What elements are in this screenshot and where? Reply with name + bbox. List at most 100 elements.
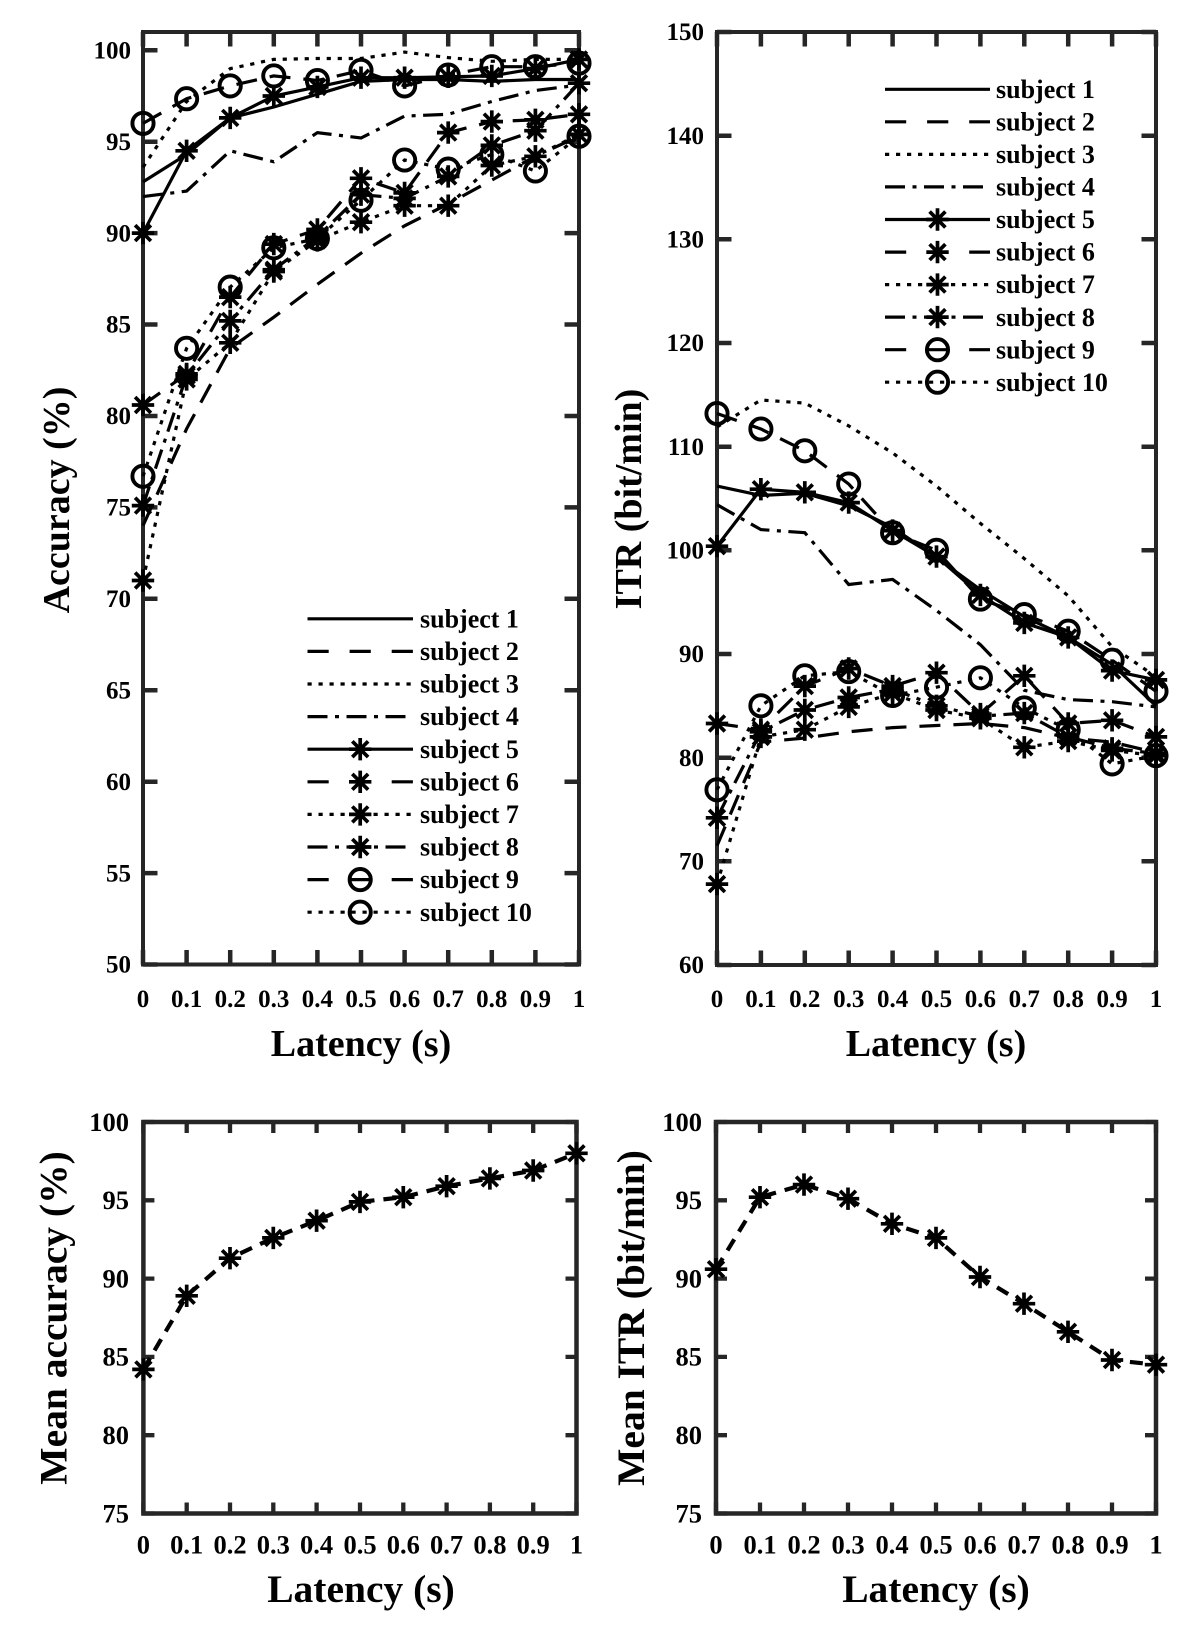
svg-text:subject 3: subject 3	[996, 140, 1095, 169]
svg-text:140: 140	[667, 123, 705, 150]
svg-text:0: 0	[137, 1530, 150, 1560]
svg-text:80: 80	[106, 403, 131, 430]
svg-text:0.6: 0.6	[387, 1530, 420, 1560]
svg-text:0.8: 0.8	[1051, 1530, 1084, 1560]
svg-text:0.6: 0.6	[963, 1530, 996, 1560]
svg-text:0.5: 0.5	[919, 1530, 952, 1560]
svg-text:80: 80	[676, 1420, 703, 1450]
svg-text:0.6: 0.6	[965, 986, 996, 1013]
svg-text:85: 85	[106, 312, 131, 339]
svg-text:0.4: 0.4	[300, 1530, 333, 1560]
svg-text:0.7: 0.7	[430, 1530, 463, 1560]
svg-text:95: 95	[103, 1185, 130, 1215]
svg-text:0.9: 0.9	[1095, 1530, 1128, 1560]
svg-text:0.1: 0.1	[170, 1530, 203, 1560]
svg-text:subject 2: subject 2	[420, 637, 519, 666]
svg-text:0.7: 0.7	[433, 986, 464, 1013]
svg-text:60: 60	[106, 769, 131, 796]
svg-text:0.3: 0.3	[258, 986, 289, 1013]
svg-text:0.8: 0.8	[473, 1530, 506, 1560]
svg-text:Latency (s): Latency (s)	[267, 1567, 455, 1611]
svg-text:0.6: 0.6	[389, 986, 420, 1013]
svg-text:70: 70	[679, 849, 704, 876]
svg-text:95: 95	[106, 129, 131, 156]
svg-text:130: 130	[667, 227, 705, 254]
svg-text:subject 10: subject 10	[996, 368, 1108, 397]
svg-text:90: 90	[679, 641, 704, 668]
svg-text:100: 100	[662, 1107, 702, 1137]
svg-text:subject 4: subject 4	[996, 173, 1095, 202]
svg-text:100: 100	[94, 38, 132, 65]
svg-text:100: 100	[667, 538, 705, 565]
svg-text:subject 10: subject 10	[420, 898, 532, 927]
svg-text:0.7: 0.7	[1009, 986, 1040, 1013]
svg-text:75: 75	[103, 1498, 130, 1528]
svg-text:0.2: 0.2	[213, 1530, 246, 1560]
svg-text:100: 100	[89, 1107, 129, 1137]
svg-text:Latency (s): Latency (s)	[846, 1023, 1026, 1065]
svg-text:120: 120	[667, 330, 705, 357]
svg-text:85: 85	[676, 1342, 703, 1372]
svg-text:1: 1	[1150, 986, 1163, 1013]
svg-text:75: 75	[106, 495, 131, 522]
svg-text:0.1: 0.1	[171, 986, 202, 1013]
svg-text:0.3: 0.3	[831, 1530, 864, 1560]
svg-text:0.5: 0.5	[921, 986, 952, 1013]
svg-text:subject 7: subject 7	[420, 800, 519, 829]
svg-text:0: 0	[137, 986, 150, 1013]
svg-text:Accuracy (%): Accuracy (%)	[36, 387, 78, 614]
svg-text:subject 6: subject 6	[996, 238, 1095, 267]
svg-text:subject 9: subject 9	[420, 865, 519, 894]
svg-text:80: 80	[679, 745, 704, 772]
svg-text:1: 1	[573, 986, 586, 1013]
svg-text:subject 8: subject 8	[420, 833, 519, 862]
svg-text:95: 95	[676, 1185, 703, 1215]
svg-text:75: 75	[676, 1498, 703, 1528]
svg-text:subject 7: subject 7	[996, 270, 1095, 299]
svg-text:Mean accuracy (%): Mean accuracy (%)	[32, 1151, 76, 1484]
svg-text:subject 1: subject 1	[996, 75, 1095, 104]
svg-text:subject 5: subject 5	[996, 205, 1095, 234]
svg-text:0: 0	[709, 1530, 722, 1560]
svg-text:0.2: 0.2	[789, 986, 820, 1013]
svg-text:1: 1	[570, 1530, 583, 1560]
svg-text:110: 110	[668, 434, 704, 461]
svg-text:150: 150	[667, 19, 705, 46]
svg-text:0.1: 0.1	[743, 1530, 776, 1560]
svg-text:subject 3: subject 3	[420, 670, 519, 699]
svg-text:0.9: 0.9	[517, 1530, 550, 1560]
svg-text:90: 90	[106, 220, 131, 247]
svg-text:subject 2: subject 2	[996, 107, 1095, 136]
svg-text:0.3: 0.3	[257, 1530, 290, 1560]
svg-text:0.4: 0.4	[302, 986, 334, 1013]
svg-text:55: 55	[106, 860, 131, 887]
svg-text:80: 80	[103, 1420, 130, 1450]
svg-text:65: 65	[106, 677, 131, 704]
svg-text:0.9: 0.9	[520, 986, 551, 1013]
svg-text:90: 90	[676, 1263, 703, 1293]
svg-text:0.4: 0.4	[875, 1530, 908, 1560]
svg-text:0.1: 0.1	[745, 986, 776, 1013]
svg-text:ITR (bit/min): ITR (bit/min)	[608, 389, 650, 610]
svg-text:0.5: 0.5	[343, 1530, 376, 1560]
svg-text:0.7: 0.7	[1007, 1530, 1040, 1560]
svg-text:85: 85	[103, 1342, 130, 1372]
svg-text:Latency (s): Latency (s)	[842, 1567, 1030, 1611]
svg-text:Mean ITR (bit/min): Mean ITR (bit/min)	[609, 1150, 653, 1486]
svg-text:0.4: 0.4	[877, 986, 909, 1013]
svg-text:subject 9: subject 9	[996, 335, 1095, 364]
svg-text:0.8: 0.8	[476, 986, 507, 1013]
svg-text:0.2: 0.2	[787, 1530, 820, 1560]
svg-text:Latency (s): Latency (s)	[271, 1023, 451, 1065]
svg-text:subject 1: subject 1	[420, 604, 519, 633]
svg-text:50: 50	[106, 952, 131, 979]
svg-text:0.2: 0.2	[215, 986, 246, 1013]
svg-text:70: 70	[106, 586, 131, 613]
svg-text:1: 1	[1149, 1530, 1162, 1560]
svg-text:60: 60	[679, 952, 704, 979]
svg-text:subject 5: subject 5	[420, 735, 519, 764]
svg-text:0: 0	[711, 986, 724, 1013]
svg-text:0.8: 0.8	[1053, 986, 1084, 1013]
svg-text:subject 8: subject 8	[996, 303, 1095, 332]
svg-text:90: 90	[103, 1263, 130, 1293]
